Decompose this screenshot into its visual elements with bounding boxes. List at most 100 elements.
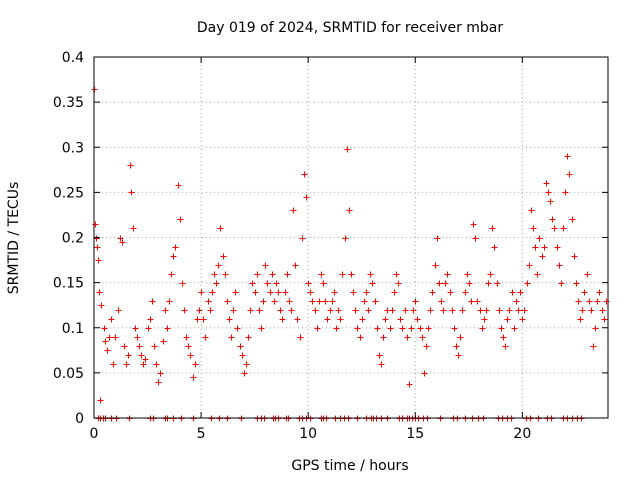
data-point bbox=[119, 239, 126, 246]
data-point bbox=[256, 307, 263, 314]
data-point bbox=[258, 325, 265, 332]
data-point bbox=[372, 298, 379, 305]
data-point bbox=[487, 271, 494, 278]
data-point bbox=[127, 162, 134, 169]
data-point bbox=[447, 289, 454, 296]
data-point bbox=[496, 307, 503, 314]
data-point bbox=[477, 307, 484, 314]
data-point bbox=[187, 352, 194, 359]
data-point bbox=[115, 307, 122, 314]
data-point bbox=[513, 298, 520, 305]
data-point bbox=[481, 316, 488, 323]
data-point bbox=[98, 302, 105, 309]
data-point bbox=[453, 343, 460, 350]
data-point bbox=[128, 189, 135, 196]
data-point bbox=[213, 280, 220, 287]
data-point bbox=[245, 334, 252, 341]
data-point bbox=[436, 280, 443, 287]
data-point bbox=[357, 334, 364, 341]
data-point bbox=[504, 316, 511, 323]
data-point bbox=[562, 189, 569, 196]
x-axis-label: GPS time / hours bbox=[291, 458, 408, 474]
data-point bbox=[297, 334, 304, 341]
data-point bbox=[603, 298, 610, 305]
data-point bbox=[220, 253, 227, 260]
data-point bbox=[301, 171, 308, 178]
data-point bbox=[320, 280, 327, 287]
data-point bbox=[421, 370, 428, 377]
data-point bbox=[138, 352, 145, 359]
data-point bbox=[329, 298, 336, 305]
data-point bbox=[393, 271, 400, 278]
data-point bbox=[468, 298, 475, 305]
data-point bbox=[494, 280, 501, 287]
data-point bbox=[402, 307, 409, 314]
data-point bbox=[586, 298, 593, 305]
data-point bbox=[425, 325, 432, 332]
data-point bbox=[205, 298, 212, 305]
data-point bbox=[94, 244, 101, 251]
data-point bbox=[130, 225, 137, 232]
data-point bbox=[132, 325, 139, 332]
data-point bbox=[185, 343, 192, 350]
data-point bbox=[110, 361, 117, 368]
data-point bbox=[500, 334, 507, 341]
data-point bbox=[483, 307, 490, 314]
data-point bbox=[449, 307, 456, 314]
data-point bbox=[474, 298, 481, 305]
data-point bbox=[333, 325, 340, 332]
data-point bbox=[108, 316, 115, 323]
y-axis-label: SRMTID / TECUs bbox=[6, 182, 22, 295]
data-point bbox=[190, 374, 197, 381]
y-tick-label: 0.35 bbox=[53, 95, 84, 111]
data-point bbox=[498, 325, 505, 332]
data-point bbox=[164, 325, 171, 332]
data-point bbox=[551, 225, 558, 232]
y-tick-label: 0.3 bbox=[62, 140, 84, 156]
data-point bbox=[312, 307, 319, 314]
data-point bbox=[417, 325, 424, 332]
data-point bbox=[432, 262, 439, 269]
data-point bbox=[479, 325, 486, 332]
data-point bbox=[228, 334, 235, 341]
data-point bbox=[455, 352, 462, 359]
data-point bbox=[566, 171, 573, 178]
data-point bbox=[491, 244, 498, 251]
data-point bbox=[153, 361, 160, 368]
data-point bbox=[380, 334, 387, 341]
data-point bbox=[269, 271, 276, 278]
data-point bbox=[592, 325, 599, 332]
x-tick-label: 0 bbox=[90, 426, 99, 442]
data-point bbox=[539, 253, 546, 260]
data-point bbox=[444, 271, 451, 278]
data-point bbox=[202, 334, 209, 341]
x-tick-label: 10 bbox=[299, 426, 317, 442]
data-point bbox=[284, 271, 291, 278]
data-point bbox=[528, 207, 535, 214]
data-point bbox=[249, 280, 256, 287]
data-point bbox=[106, 334, 113, 341]
data-point bbox=[181, 307, 188, 314]
data-point bbox=[282, 289, 289, 296]
data-point bbox=[292, 262, 299, 269]
data-point bbox=[151, 343, 158, 350]
data-point bbox=[134, 334, 141, 341]
data-point bbox=[252, 289, 259, 296]
data-point bbox=[166, 298, 173, 305]
data-point bbox=[277, 307, 284, 314]
data-point bbox=[327, 307, 334, 314]
data-point bbox=[485, 280, 492, 287]
data-point bbox=[172, 244, 179, 251]
data-point bbox=[506, 307, 513, 314]
data-point bbox=[594, 298, 601, 305]
data-point bbox=[342, 235, 349, 242]
data-point bbox=[168, 271, 175, 278]
data-point bbox=[271, 298, 278, 305]
data-point bbox=[387, 325, 394, 332]
data-point bbox=[524, 280, 531, 287]
data-point bbox=[489, 225, 496, 232]
data-point bbox=[549, 216, 556, 223]
data-point bbox=[162, 307, 169, 314]
data-point bbox=[136, 343, 143, 350]
